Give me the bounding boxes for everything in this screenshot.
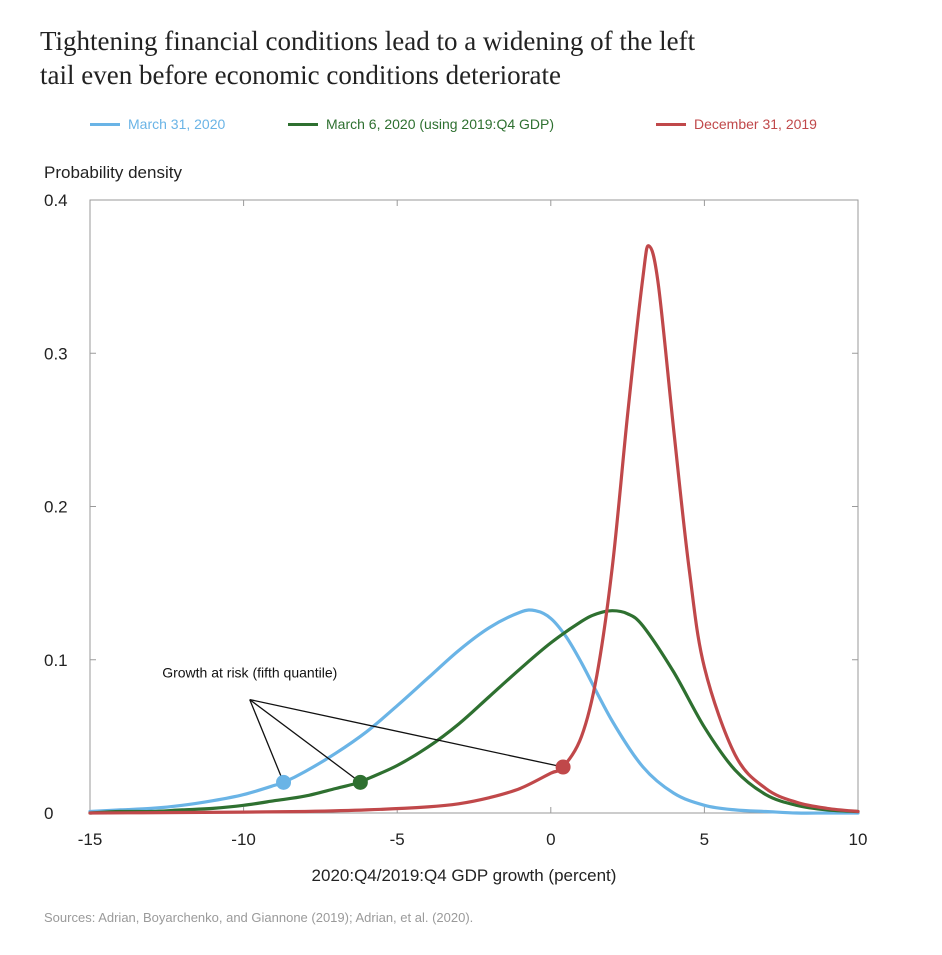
quantile-marker-march-6-2020-using-2019-q4-gdp — [352, 774, 368, 790]
x-tick-label: 5 — [700, 830, 709, 849]
annotation-pointer-march-31-2020 — [249, 699, 285, 783]
annotation-pointer-december-31-2019 — [249, 698, 564, 768]
legend-item-march-31-2020: March 31, 2020 — [90, 116, 225, 132]
y-tick-label: 0.4 — [44, 191, 68, 210]
chart-title: Tightening financial conditions lead to … — [40, 24, 900, 92]
sources-note: Sources: Adrian, Boyarchenko, and Gianno… — [44, 910, 474, 925]
legend-label-december-31-2019: December 31, 2019 — [694, 116, 817, 132]
x-axis-label: 2020:Q4/2019:Q4 GDP growth (percent) — [312, 866, 617, 885]
series-group — [88, 244, 860, 815]
axes-group: -15 -10 -5 0 5 10 0 0.1 0.2 0.3 0.4 2020:Q4/2019:Q4… — [44, 191, 867, 885]
x-tick-label: 10 — [849, 830, 868, 849]
chart-title-line-2: tail even before economic conditions det… — [40, 60, 562, 90]
annotation-text: Growth at risk (fifth quantile) — [162, 665, 337, 681]
x-tick-label: -10 — [231, 830, 256, 849]
y-tick-label: 0 — [44, 804, 53, 823]
quantile-marker-march-31-2020 — [276, 774, 292, 790]
x-tick-label: 0 — [546, 830, 555, 849]
series-line-december-31-2019 — [88, 244, 860, 815]
legend-item-december-31-2019: December 31, 2019 — [656, 116, 817, 132]
y-tick-label: 0.2 — [44, 498, 68, 517]
series-line-march-31-2020 — [88, 608, 860, 815]
legend-label-march-31-2020: March 31, 2020 — [128, 116, 226, 132]
legend-swatch-march-6-2020 — [288, 122, 318, 126]
series-line-march-6-2020-using-2019-q4-gdp — [88, 609, 860, 815]
x-tick-label: -15 — [78, 830, 103, 849]
plot-frame — [89, 199, 859, 814]
marker-group — [276, 759, 571, 790]
chart-title-line-1: Tightening financial conditions lead to … — [40, 26, 696, 56]
y-tick-label: 0.1 — [44, 651, 68, 670]
legend-swatch-december-31-2019 — [656, 122, 686, 126]
legend-label-march-6-2020: March 6, 2020 (using 2019:Q4 GDP) — [326, 116, 555, 132]
legend-item-march-6-2020: March 6, 2020 (using 2019:Q4 GDP) — [288, 116, 554, 132]
quantile-marker-december-31-2019 — [555, 759, 571, 775]
y-tick-label: 0.3 — [44, 344, 68, 363]
annotation-group: Growth at risk (fifth quantile) — [162, 665, 564, 783]
x-tick-label: -5 — [390, 830, 405, 849]
legend-swatch-march-31-2020 — [90, 122, 120, 126]
legend: March 31, 2020 March 6, 2020 (using 2019… — [90, 116, 880, 138]
annotation-pointer-march-6-2020-using-2019-q4-gdp — [249, 699, 361, 783]
y-axis-label: Probability density — [44, 163, 182, 182]
